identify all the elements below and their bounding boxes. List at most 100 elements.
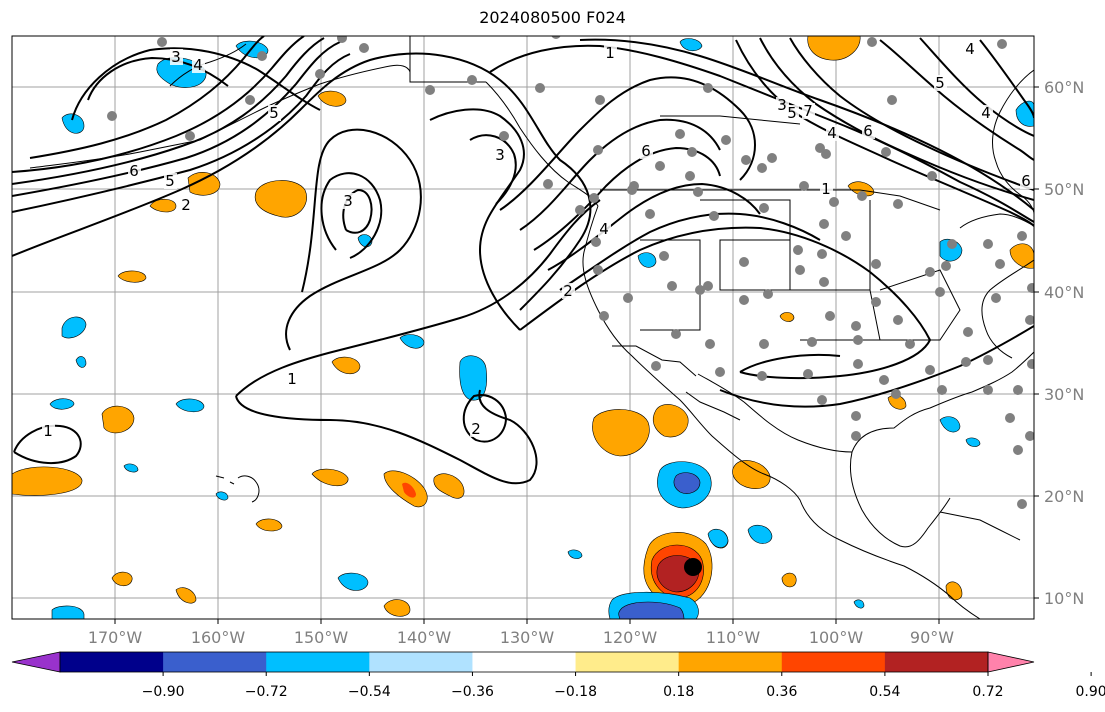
contour-label: 1 [821,180,831,198]
contour-label-background [776,97,789,113]
colorbar-segment [678,652,783,672]
positive-anomaly-area [781,572,797,588]
colorbar-tick-label: 0.54 [869,684,900,700]
lon-label: 170°W [88,628,143,647]
contour-label-background [604,45,617,61]
contour-label-background [42,423,55,439]
contour-label-background [862,123,875,139]
colorbar-segment [266,652,370,672]
lat-label: 10°N [1044,589,1084,608]
shading-layer [12,36,1034,619]
contour-label: 7 [803,102,813,120]
contour-label: 1 [605,44,615,62]
positive-anomaly-area [1009,243,1034,269]
map-frame [11,35,1035,620]
colorbar-tick-label: 0.36 [766,684,797,700]
negative-anomaly-area [707,528,729,548]
positive-anomaly-area [101,405,135,434]
contour-label-background [802,103,815,119]
positive-anomaly-area [433,473,465,499]
colorbar-segment [472,652,577,672]
contour-label: 6 [863,122,873,140]
contour-label: 4 [827,124,837,142]
lon-label: 140°W [397,628,452,647]
negative-anomaly-area [61,113,85,134]
colorbar [11,651,1035,673]
positive-anomaly-area [779,312,795,322]
lon-label: 110°W [706,628,761,647]
contour-label: 1 [287,370,297,388]
negative-anomaly-area [459,355,487,401]
colorbar-segment [369,652,473,672]
negative-anomaly-area [49,398,75,410]
lat-label: 20°N [1044,487,1084,506]
positive-anomaly-area [317,90,347,107]
contour-label: 3 [171,48,181,66]
station-markers [107,36,1034,509]
axis-ticks [114,86,1039,624]
contour-label: 2 [563,282,573,300]
lon-label: 90°W [910,628,954,647]
positive-anomaly-area [175,587,197,604]
contour-label: 3 [777,96,787,114]
negative-anomaly-area [939,416,961,433]
negative-anomaly-area [399,334,425,349]
contour-label: 4 [193,56,203,74]
positive-anomaly-area [652,404,689,438]
cyclone-center-marker [684,558,702,576]
contour-label-background [170,49,183,65]
negative-anomaly-area [215,491,229,501]
negative-anomaly-area [51,605,85,619]
contour-label: 4 [599,220,609,238]
positive-anomaly-area [592,409,650,457]
colorbar-tick-label: −0.90 [142,684,185,700]
negative-anomaly-area [175,398,205,413]
contour-label-background [598,221,611,237]
contour-label-background [164,173,177,189]
contour-label-background [980,105,993,121]
colorbar-segment [575,652,680,672]
lon-label: 150°W [294,628,349,647]
positive-anomaly-area [311,468,349,487]
negative-anomaly-area [75,356,87,368]
contour-label-background [180,197,193,213]
contour-label: 5 [269,104,279,122]
contour-label: 2 [181,196,191,214]
contour-label-background [820,181,833,197]
lat-label: 60°N [1044,78,1084,97]
contour-label-background [934,75,947,91]
colorbar-tick-label: −0.18 [554,684,597,700]
contour-label: 6 [641,142,651,160]
contour-label-background [494,147,507,163]
negative-anomaly-area [337,572,369,591]
negative-anomaly-area [618,601,685,619]
lat-label: 30°N [1044,385,1084,404]
contour-label-background [964,41,977,57]
contour-label: 6 [1021,172,1031,190]
positive-anomaly-area [255,518,283,532]
positive-anomaly-area [732,460,771,489]
positive-anomaly-area [807,36,861,61]
contour-label-background [128,163,141,179]
contour-label: 6 [129,162,139,180]
colorbar-tick-label: 0.90 [1076,684,1105,700]
lat-label: 50°N [1044,180,1084,199]
colorbar-tick-label: 0.18 [663,684,694,700]
colorbar-segment [163,652,267,672]
contour-label: 5 [165,172,175,190]
contour-label-background [826,125,839,141]
contour-label-background [268,105,281,121]
contour-label: 1 [43,422,53,440]
contour-label: 4 [981,104,991,122]
contour-label-background [562,283,575,299]
colorbar-max-arrow [987,651,1035,673]
positive-anomaly-area [402,482,416,498]
contour-label: 2 [471,420,481,438]
negative-anomaly-area [673,472,701,494]
contour-label: 5 [787,104,797,122]
negative-anomaly-area [637,252,657,268]
lon-label: 120°W [603,628,658,647]
contour-label-background [342,193,355,209]
